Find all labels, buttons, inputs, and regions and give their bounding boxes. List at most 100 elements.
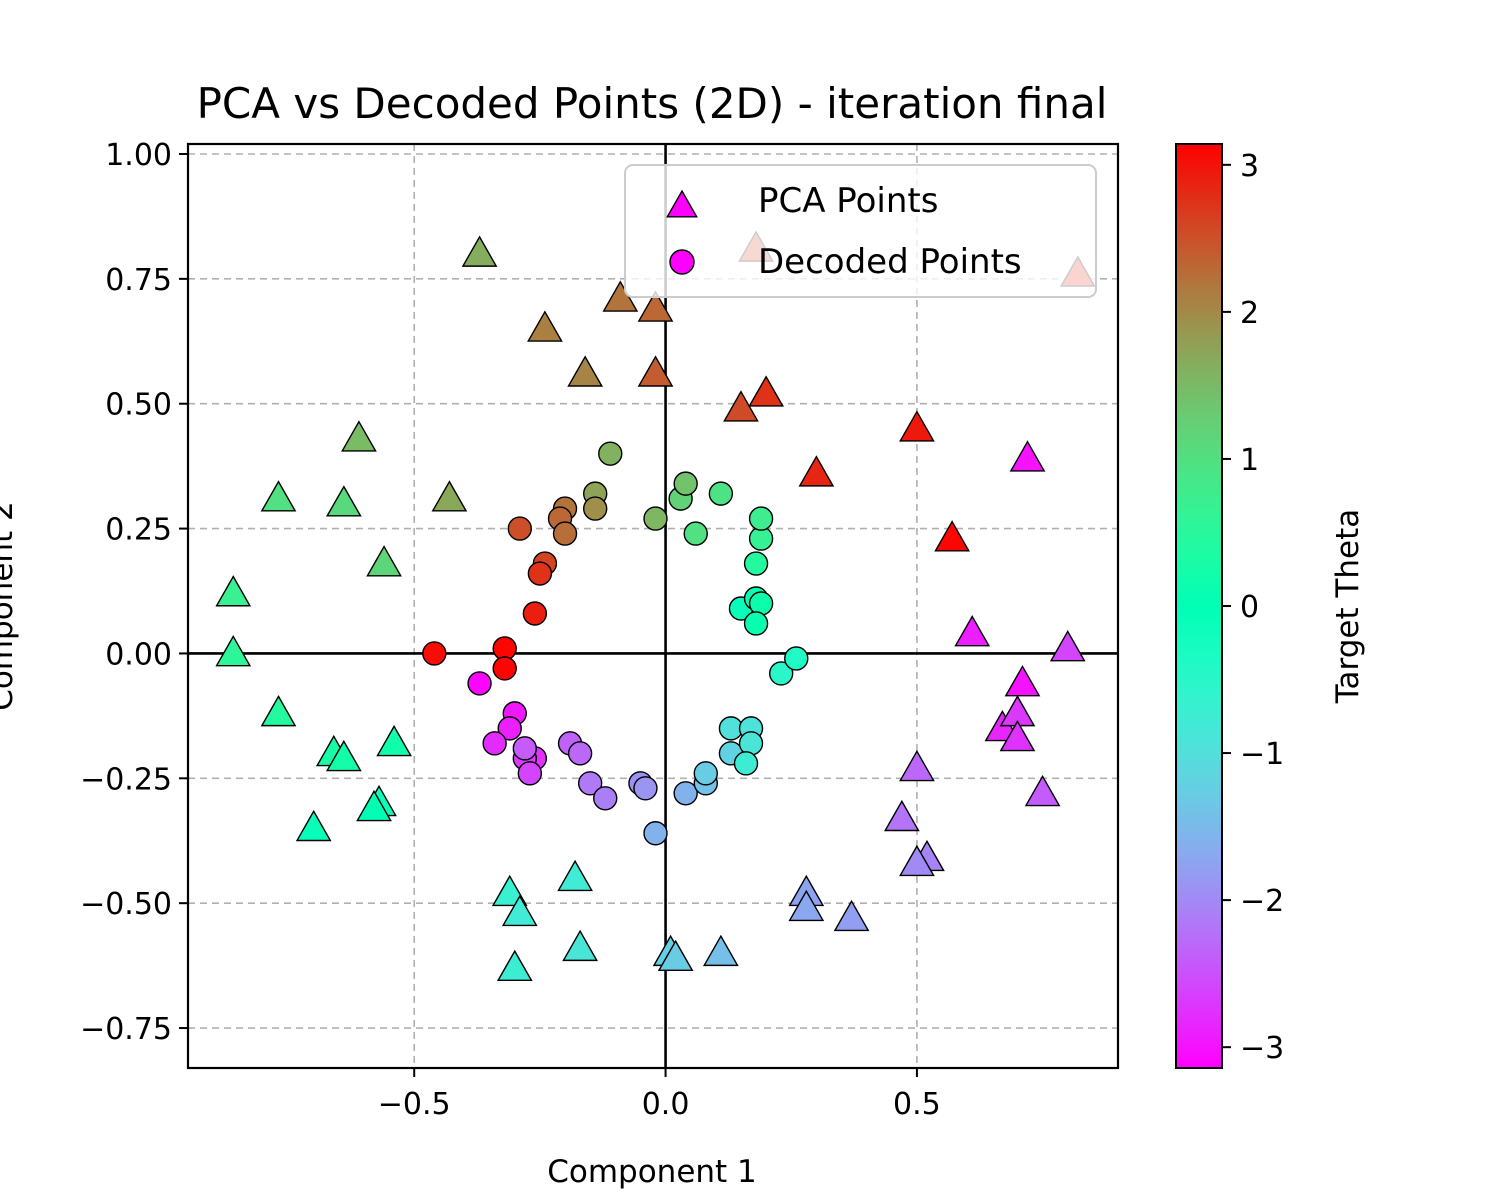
pca-point — [899, 844, 935, 877]
pca-point — [325, 485, 362, 517]
pca-point — [999, 719, 1036, 752]
pca-point — [461, 235, 498, 267]
plot-frame — [186, 142, 1120, 1070]
pca-point — [356, 789, 392, 822]
pca-point — [557, 859, 593, 892]
legend-label-pca-points: PCA Points — [758, 181, 938, 221]
decoded-point — [422, 641, 447, 666]
pca-point — [527, 310, 563, 342]
decoded-point — [552, 521, 578, 546]
legend-box — [624, 164, 1097, 298]
pca-point — [496, 949, 533, 982]
decoded-point — [522, 601, 548, 626]
x-tick-label: 0.0 — [642, 1087, 690, 1122]
y-tick-label: 0.75 — [105, 263, 172, 298]
pca-point — [1049, 630, 1086, 662]
x-tick-label: 0.5 — [893, 1087, 941, 1122]
decoded-point — [683, 521, 708, 546]
pca-point — [567, 355, 603, 387]
colorbar-tick-label: 3 — [1240, 149, 1259, 184]
pca-point — [934, 520, 970, 552]
y-tick-label: 0.25 — [105, 513, 172, 548]
colorbar-tick-label: −2 — [1240, 884, 1284, 919]
pca-point — [883, 799, 920, 832]
decoded-point — [482, 731, 507, 756]
x-axis-ticks: −0.5 0.0 0.5 — [378, 1068, 941, 1122]
decoded-point — [643, 821, 668, 846]
pca-point — [366, 545, 402, 577]
pca-point — [501, 894, 538, 927]
pca-point — [1004, 665, 1041, 697]
decoded-point — [643, 506, 668, 531]
pca-point — [215, 575, 252, 607]
decoded-point — [708, 481, 734, 506]
legend-triangle-marker — [666, 189, 698, 218]
pca-point — [798, 455, 835, 487]
pca-point — [260, 694, 297, 727]
pca-point — [1009, 440, 1046, 472]
colorbar-tick-label: −3 — [1240, 1031, 1284, 1066]
decoded-point — [748, 591, 774, 616]
pca-point — [215, 635, 252, 667]
y-axis-label: Component 2 — [0, 501, 20, 711]
colorbar-tick-label: −1 — [1240, 737, 1284, 772]
plot-markers — [215, 230, 1096, 982]
decoded-point — [598, 441, 623, 466]
colorbar-tick-label: 1 — [1240, 443, 1259, 478]
decoded-point — [784, 646, 809, 671]
colorbar-tick-label: 0 — [1240, 590, 1259, 625]
decoded-point — [527, 561, 553, 586]
decoded-point — [512, 736, 538, 761]
pca-point — [1024, 774, 1061, 807]
decoded-point — [507, 516, 532, 541]
decoded-point — [593, 786, 618, 811]
pca-point — [833, 899, 870, 932]
colorbar: −3 −2 −1 0 1 2 3 Target Theta — [1175, 143, 1366, 1069]
pca-point — [637, 290, 674, 322]
decoded-point — [673, 781, 698, 806]
pca-point — [562, 929, 598, 962]
pca-point — [899, 749, 935, 782]
colorbar-ticks: −3 −2 −1 0 1 2 3 — [1222, 149, 1284, 1066]
colorbar-gradient — [1175, 143, 1223, 1069]
colorbar-tick-label: 2 — [1240, 296, 1259, 331]
y-tick-label: 0.50 — [105, 388, 172, 423]
pca-point — [748, 375, 784, 407]
pca-point — [899, 410, 935, 442]
y-tick-label: −0.50 — [80, 887, 172, 922]
pca-point — [788, 889, 825, 922]
decoded-point — [733, 751, 759, 776]
decoded-point — [738, 731, 764, 756]
decoded-point — [673, 471, 698, 496]
decoded-point — [743, 551, 769, 576]
decoded-point — [492, 656, 517, 681]
decoded-point — [517, 761, 543, 786]
y-tick-label: 1.00 — [105, 138, 172, 173]
pca-point — [703, 934, 739, 967]
pca-point — [341, 420, 377, 452]
x-axis-label: Component 1 — [547, 1154, 757, 1190]
x-tick-label: −0.5 — [378, 1087, 451, 1122]
colorbar-label: Target Theta — [1330, 509, 1366, 705]
decoded-point — [467, 671, 492, 696]
y-tick-label: −0.75 — [80, 1012, 172, 1047]
legend-label-decoded-points: Decoded Points — [758, 242, 1022, 282]
decoded-point — [567, 741, 593, 766]
legend: PCA Points Decoded Points — [624, 164, 1097, 298]
decoded-point — [582, 496, 608, 521]
y-tick-label: 0.00 — [105, 637, 172, 672]
y-axis-ticks: −0.75 −0.50 −0.25 0.00 0.25 0.50 0.75 1.00 — [80, 138, 188, 1047]
pca-point — [376, 724, 412, 757]
pca-point — [657, 939, 694, 972]
pca-point — [325, 739, 362, 772]
decoded-point — [693, 761, 718, 786]
decoded-point — [633, 776, 658, 801]
y-tick-label: −0.25 — [80, 762, 172, 797]
pca-point — [260, 480, 297, 512]
decoded-point — [743, 611, 769, 636]
chart-title: PCA vs Decoded Points (2D) - iteration f… — [197, 79, 1108, 128]
decoded-point — [748, 506, 774, 531]
pca-point — [431, 480, 468, 512]
pca-point — [295, 809, 332, 842]
